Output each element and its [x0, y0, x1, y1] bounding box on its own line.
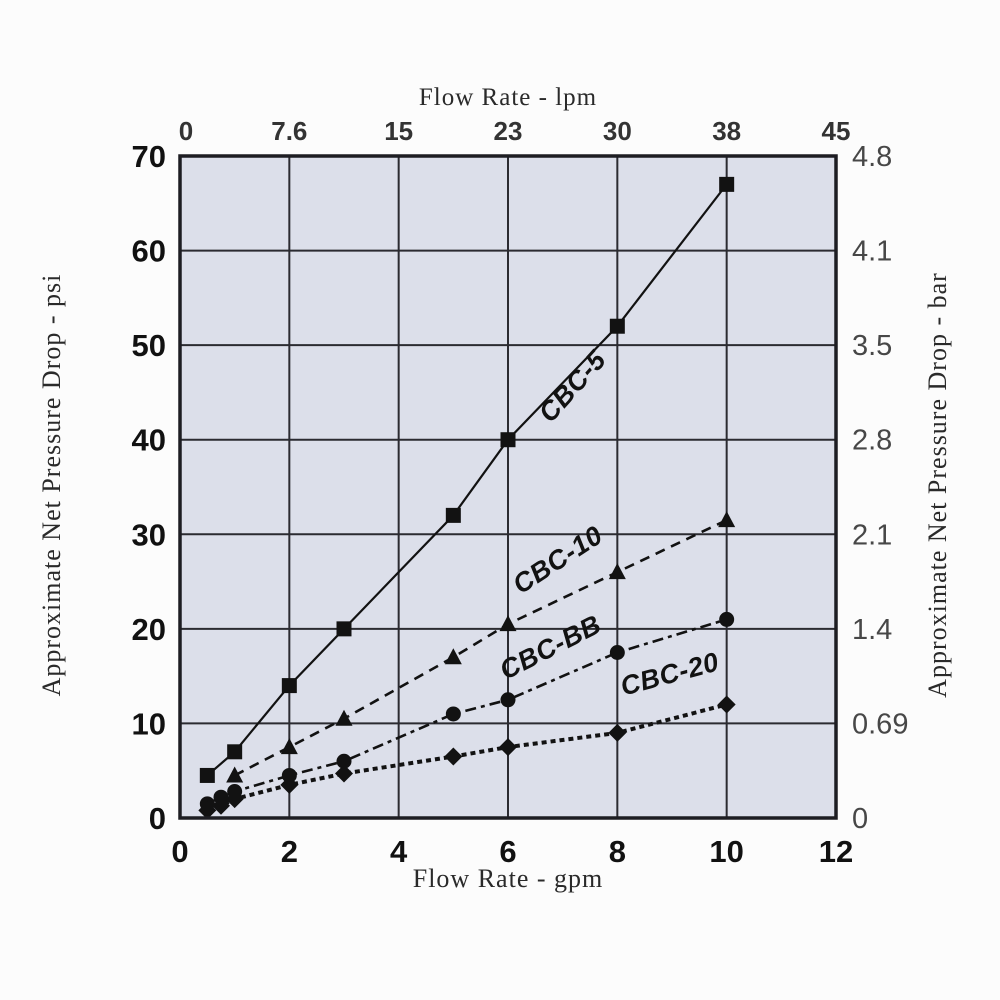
triangle-marker [335, 709, 353, 726]
diamond-marker [225, 790, 244, 809]
series-line-cbc-5 [206, 183, 728, 777]
right-tick-label: 0.69 [852, 708, 908, 740]
right-tick-label: 1.4 [852, 614, 892, 646]
circle-marker [336, 753, 352, 769]
right-tick-label: 2.1 [852, 519, 892, 551]
circle-marker [445, 706, 461, 722]
triangle-marker [499, 615, 517, 632]
bottom-tick-label: 12 [819, 834, 853, 869]
diamond-marker [198, 801, 217, 820]
left-tick-label: 60 [132, 234, 166, 269]
triangle-marker [226, 766, 244, 783]
top-tick-label: 23 [494, 116, 523, 146]
plot-border [178, 154, 838, 820]
bottom-tick-label: 4 [390, 834, 408, 869]
triangle-marker [718, 511, 736, 528]
top-tick-label: 30 [603, 116, 632, 146]
square-marker [336, 621, 352, 637]
left-tick-label: 20 [132, 612, 166, 647]
left-tick-label: 0 [149, 801, 166, 836]
circle-marker [609, 645, 625, 660]
bottom-tick-label: 2 [281, 834, 298, 869]
diamond-marker [335, 764, 353, 783]
diamond-marker [717, 695, 736, 714]
triangle-marker [444, 648, 462, 665]
square-marker [445, 507, 461, 523]
top-tick-label: 38 [712, 116, 741, 146]
square-marker [719, 176, 735, 192]
square-marker [500, 432, 516, 448]
bottom-tick-label: 0 [171, 834, 188, 869]
circle-marker [500, 692, 516, 708]
diamond-marker [212, 796, 230, 815]
diamond-marker [499, 738, 517, 757]
right-axis-title: Approximate Net Pressure Drop - bar [923, 272, 952, 698]
right-tick-label: 0 [852, 803, 868, 835]
bottom-tick-label: 6 [499, 834, 516, 869]
circle-marker [719, 611, 735, 627]
top-tick-label: 45 [822, 116, 851, 146]
left-tick-label: 30 [132, 517, 166, 552]
diamond-marker [608, 723, 627, 742]
top-tick-label: 7.6 [271, 116, 307, 146]
bottom-tick-label: 8 [609, 834, 626, 869]
diamond-marker [280, 775, 299, 794]
right-tick-label: 4.1 [852, 236, 892, 268]
square-marker [609, 318, 625, 334]
square-marker [199, 767, 215, 783]
left-tick-label: 70 [132, 139, 166, 174]
square-marker [227, 744, 243, 760]
bottom-tick-label: 10 [709, 834, 743, 869]
bottom-axis-title: Flow Rate - gpm [412, 864, 604, 893]
left-tick-label: 10 [132, 706, 166, 741]
triangle-marker [280, 738, 298, 755]
right-tick-label: 3.5 [852, 330, 892, 362]
right-tick-label: 4.8 [852, 141, 892, 173]
right-tick-label: 2.8 [852, 425, 892, 457]
top-tick-label: 0 [179, 116, 193, 146]
left-tick-label: 50 [132, 328, 166, 363]
circle-marker [281, 767, 297, 783]
left-tick-label: 40 [132, 423, 166, 458]
top-tick-label: 15 [384, 116, 413, 146]
top-axis-title: Flow Rate - lpm [418, 84, 598, 111]
left-axis-title: Approximate Net Pressure Drop - psi [37, 273, 66, 697]
diamond-marker [444, 747, 463, 766]
square-marker [281, 678, 297, 694]
triangle-marker [608, 563, 626, 580]
